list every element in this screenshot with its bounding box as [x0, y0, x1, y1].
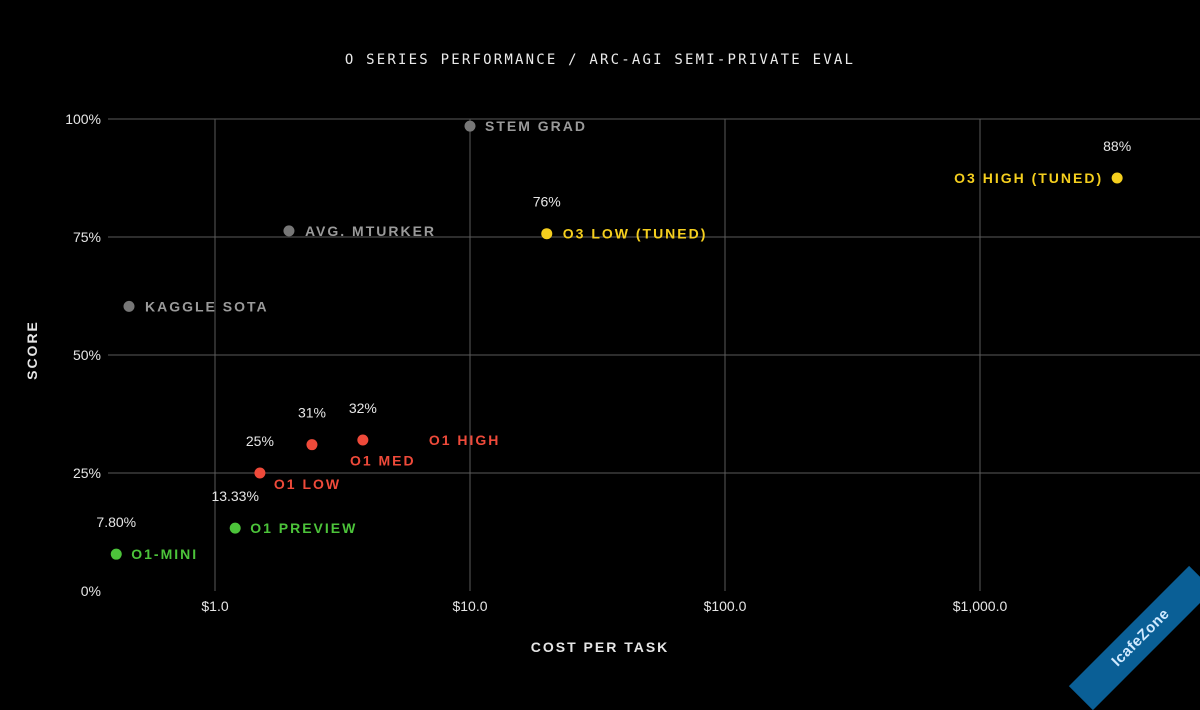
- point-avg-mturker: [283, 225, 295, 237]
- point-label-o3-low-tuned: O3 LOW (TUNED): [563, 226, 708, 242]
- x-tick-label: $100.0: [704, 598, 747, 614]
- x-tick-label: $1,000.0: [953, 598, 1008, 614]
- y-tick-label: 75%: [73, 229, 101, 245]
- value-label-o1-med: 31%: [298, 405, 326, 421]
- grid-lines: [108, 118, 1200, 591]
- point-o1-med: [306, 439, 318, 451]
- point-label-o1-preview: O1 PREVIEW: [250, 520, 357, 536]
- x-tick-label: $1.0: [201, 598, 228, 614]
- point-label-o1-high: O1 HIGH: [429, 432, 501, 448]
- point-o1-preview: [229, 522, 241, 534]
- axis-tick-labels: 0% 25% 50% 75% 100% $1.0 $10.0 $100.0 $1,000.0: [65, 111, 1007, 614]
- point-label-o1-low: O1 LOW: [274, 476, 341, 492]
- y-tick-label: 0%: [81, 583, 101, 599]
- value-label-o1-high: 32%: [349, 400, 377, 416]
- y-tick-label: 25%: [73, 465, 101, 481]
- value-label-o3-high-tuned: 88%: [1103, 138, 1131, 154]
- point-o1-high: [357, 434, 369, 446]
- y-tick-label: 100%: [65, 111, 101, 127]
- point-label-kaggle-sota: KAGGLE SOTA: [145, 298, 269, 314]
- point-o1-mini: [110, 548, 122, 560]
- chart-title: O SERIES PERFORMANCE / ARC-AGI SEMI-PRIV…: [344, 52, 856, 68]
- point-o3-high-tuned: [1111, 172, 1123, 184]
- point-label-o1-mini: O1-MINI: [131, 546, 198, 562]
- y-axis-title: SCORE: [24, 320, 40, 380]
- data-points: STEM GRAD AVG. MTURKER KAGGLE SOTA O3 LOW (…: [96, 118, 1131, 562]
- point-o3-low-tuned: [541, 228, 553, 240]
- point-kaggle-sota: [123, 300, 135, 312]
- value-label-o3-low-tuned: 76%: [533, 194, 561, 210]
- scatter-chart: 0% 25% 50% 75% 100% $1.0 $10.0 $100.0 $1,000.0 S…: [24, 111, 1200, 655]
- x-axis-title: COST PER TASK: [531, 639, 670, 655]
- point-o1-low: [254, 467, 266, 479]
- point-label-stem-grad: STEM GRAD: [485, 118, 587, 134]
- value-label-o1-mini: 7.80%: [96, 514, 136, 530]
- value-label-o1-preview: 13.33%: [211, 488, 258, 504]
- point-stem-grad: [464, 120, 476, 132]
- point-label-o1-med: O1 MED: [350, 453, 416, 469]
- point-label-o3-high-tuned: O3 HIGH (TUNED): [954, 170, 1103, 186]
- y-tick-label: 50%: [73, 347, 101, 363]
- point-label-avg-mturker: AVG. MTURKER: [305, 223, 436, 239]
- value-label-o1-low: 25%: [246, 433, 274, 449]
- x-tick-label: $10.0: [452, 598, 487, 614]
